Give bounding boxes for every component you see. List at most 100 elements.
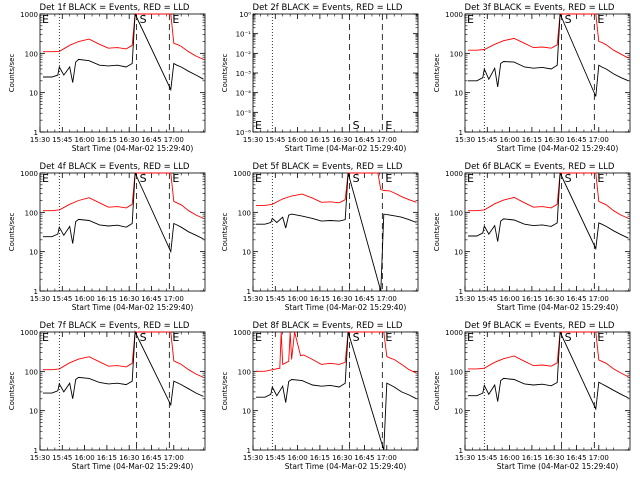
y-tick-label: 100 [450, 209, 463, 217]
x-tick-label: 16:30 [332, 454, 352, 462]
x-tick-label: 15:45 [477, 295, 497, 303]
series-line-events [468, 172, 629, 251]
series-line-lld [43, 172, 204, 219]
y-tick-label: 10 [242, 249, 251, 257]
series-line-events [256, 331, 417, 451]
marker-label: E [597, 331, 604, 344]
marker-label: E [172, 172, 179, 185]
x-axis-label: Start Time (04-Mar-02 15:29:40) [285, 144, 407, 153]
y-tick-label: 10 [29, 408, 38, 416]
x-tick-label: 16:30 [332, 295, 352, 303]
x-tick-label: 16:00 [288, 136, 308, 144]
x-tick-label: 15:30 [455, 295, 475, 303]
x-tick-label: 16:45 [354, 136, 374, 144]
y-tick-label: 1000 [20, 11, 38, 19]
y-tick-label: 10 [454, 408, 463, 416]
y-tick-label: 10⁻⁴ [236, 90, 252, 98]
x-tick-label: 16:45 [354, 454, 374, 462]
x-tick-label: 15:30 [243, 136, 263, 144]
y-tick-label: 1 [247, 447, 251, 455]
marker-label: E [255, 172, 262, 185]
series-line-events [43, 330, 204, 407]
x-tick-label: 16:00 [500, 454, 520, 462]
plot-frame [464, 13, 631, 133]
plot-frame [39, 172, 206, 292]
y-tick-label: 100 [25, 209, 38, 217]
marker-label: S [565, 13, 572, 26]
series-line-lld [468, 13, 629, 59]
x-axis-label: Start Time (04-Mar-02 15:29:40) [72, 462, 194, 471]
x-tick-label: 16:45 [566, 136, 586, 144]
x-tick-label: 16:45 [566, 454, 586, 462]
marker-label: S [565, 172, 572, 185]
series-line-lld [256, 172, 417, 206]
chart-panel-7: Det 7f BLACK = Events, RED = LLD 1 10 100 10… [8, 321, 206, 471]
chart-panel-5: Det 5f BLACK = Events, RED = LLD 1 10 100 10… [221, 162, 419, 312]
chart-panel-6: Det 6f BLACK = Events, RED = LLD 1 10 100 10… [433, 162, 631, 312]
y-tick-label: 10⁻¹ [236, 31, 252, 39]
y-tick-label: 100 [25, 368, 38, 376]
x-tick-label: 16:30 [544, 295, 564, 303]
y-tick-label: 1 [34, 447, 38, 455]
x-tick-label: 15:30 [455, 454, 475, 462]
chart-title: Det 1f BLACK = Events, RED = LLD [40, 3, 190, 13]
series-line-lld [43, 13, 204, 60]
chart-title: Det 5f BLACK = Events, RED = LLD [253, 162, 403, 172]
marker-label: E [42, 331, 49, 344]
y-tick-label: 10⁻³ [236, 70, 252, 78]
chart-title: Det 9f BLACK = Events, RED = LLD [465, 321, 615, 331]
y-tick-label: 1 [247, 288, 251, 296]
chart-title: Det 2f BLACK = Events, RED = LLD [253, 3, 403, 13]
series-line-lld [468, 331, 629, 378]
chart-title: Det 7f BLACK = Events, RED = LLD [40, 321, 190, 331]
y-tick-label: 10 [242, 408, 251, 416]
y-tick-label: 1000 [445, 11, 463, 19]
marker-label: E [467, 172, 474, 185]
x-tick-label: 17:00 [377, 454, 397, 462]
chart-title: Det 8f BLACK = Events, RED = LLD [253, 321, 403, 331]
y-tick-label: 1 [459, 447, 463, 455]
y-axis-label: Counts/sec [8, 372, 16, 411]
marker-label: E [42, 13, 49, 26]
marker-label: E [172, 331, 179, 344]
x-tick-label: 15:45 [265, 136, 285, 144]
chart-panel-3: Det 3f BLACK = Events, RED = LLD 1 10 100 10… [433, 3, 631, 153]
x-tick-label: 15:30 [30, 136, 50, 144]
chart-panel-1: Det 1f BLACK = Events, RED = LLD 1 10 100 10… [8, 3, 206, 153]
y-tick-label: 1000 [233, 329, 251, 337]
plot-frame [39, 13, 206, 133]
x-tick-label: 16:15 [310, 136, 330, 144]
x-tick-label: 15:45 [477, 454, 497, 462]
y-tick-label: 100 [25, 50, 38, 58]
y-tick-label: 10⁰ [239, 11, 251, 19]
plot-frame [252, 172, 419, 292]
x-tick-label: 16:15 [97, 136, 117, 144]
plot-frame [252, 13, 419, 133]
x-tick-label: 15:30 [30, 295, 50, 303]
marker-label: S [353, 119, 360, 132]
x-tick-label: 17:00 [589, 136, 609, 144]
x-tick-label: 15:30 [243, 295, 263, 303]
marker-label: E [42, 172, 49, 185]
x-axis-label: Start Time (04-Mar-02 15:29:40) [285, 462, 407, 471]
marker-label: E [597, 13, 604, 26]
series-line-lld [43, 331, 204, 378]
chart-title: Det 4f BLACK = Events, RED = LLD [40, 162, 190, 172]
x-tick-label: 16:30 [119, 136, 139, 144]
y-tick-label: 10⁻⁵ [236, 109, 252, 117]
y-axis-label: Counts/sec [221, 213, 229, 252]
marker-label: E [255, 331, 262, 344]
marker-label: E [467, 13, 474, 26]
x-tick-label: 16:45 [141, 295, 161, 303]
chart-panel-4: Det 4f BLACK = Events, RED = LLD 1 10 100 10… [8, 162, 206, 312]
marker-label: S [353, 172, 360, 185]
marker-label: S [140, 13, 147, 26]
x-tick-label: 16:00 [500, 295, 520, 303]
plot-frame [39, 331, 206, 451]
y-tick-label: 1 [34, 288, 38, 296]
x-axis-label: Start Time (04-Mar-02 15:29:40) [497, 303, 619, 312]
x-tick-label: 16:30 [544, 454, 564, 462]
x-tick-label: 16:00 [75, 454, 95, 462]
series-line-lld [468, 172, 629, 219]
x-tick-label: 16:15 [522, 295, 542, 303]
